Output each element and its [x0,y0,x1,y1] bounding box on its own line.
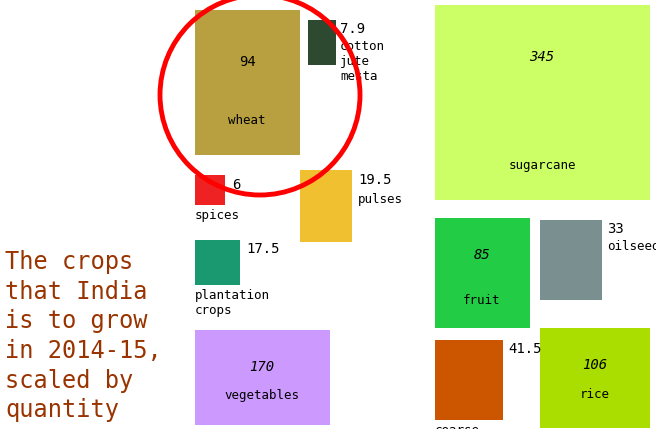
Text: sugarcane: sugarcane [508,158,576,172]
Text: pulses: pulses [358,193,403,206]
Text: fruit: fruit [463,293,501,306]
Text: vegetables: vegetables [224,389,300,402]
Text: 85: 85 [474,248,491,262]
Text: 7.9: 7.9 [340,22,365,36]
Text: coarse
cereals: coarse cereals [435,424,487,429]
Bar [435,5,650,200]
Text: cotton
jute
mesta: cotton jute mesta [340,40,385,83]
Text: 6: 6 [232,178,240,192]
Text: 33: 33 [607,222,624,236]
Bar [308,20,336,65]
Text: 41.5: 41.5 [508,342,541,356]
Bar [540,328,650,428]
Bar [195,330,330,425]
Text: 17.5: 17.5 [246,242,279,256]
Text: 345: 345 [529,50,554,64]
Text: rice: rice [580,389,610,402]
Text: 106: 106 [583,358,607,372]
Bar [195,10,300,155]
Text: 94: 94 [239,55,255,69]
Bar [195,175,225,205]
Bar [540,220,602,300]
Text: The crops
that India
is to grow
in 2014-15,
scaled by
quantity: The crops that India is to grow in 2014-… [5,250,162,423]
Bar [195,240,240,285]
Text: oilseeds: oilseeds [607,240,656,253]
Text: wheat: wheat [228,114,266,127]
Text: 170: 170 [249,360,275,374]
Bar [435,218,530,328]
Text: 19.5: 19.5 [358,173,392,187]
Text: plantation
crops: plantation crops [195,289,270,317]
Bar [435,340,503,420]
Bar [300,170,352,242]
Text: spices: spices [195,209,240,222]
